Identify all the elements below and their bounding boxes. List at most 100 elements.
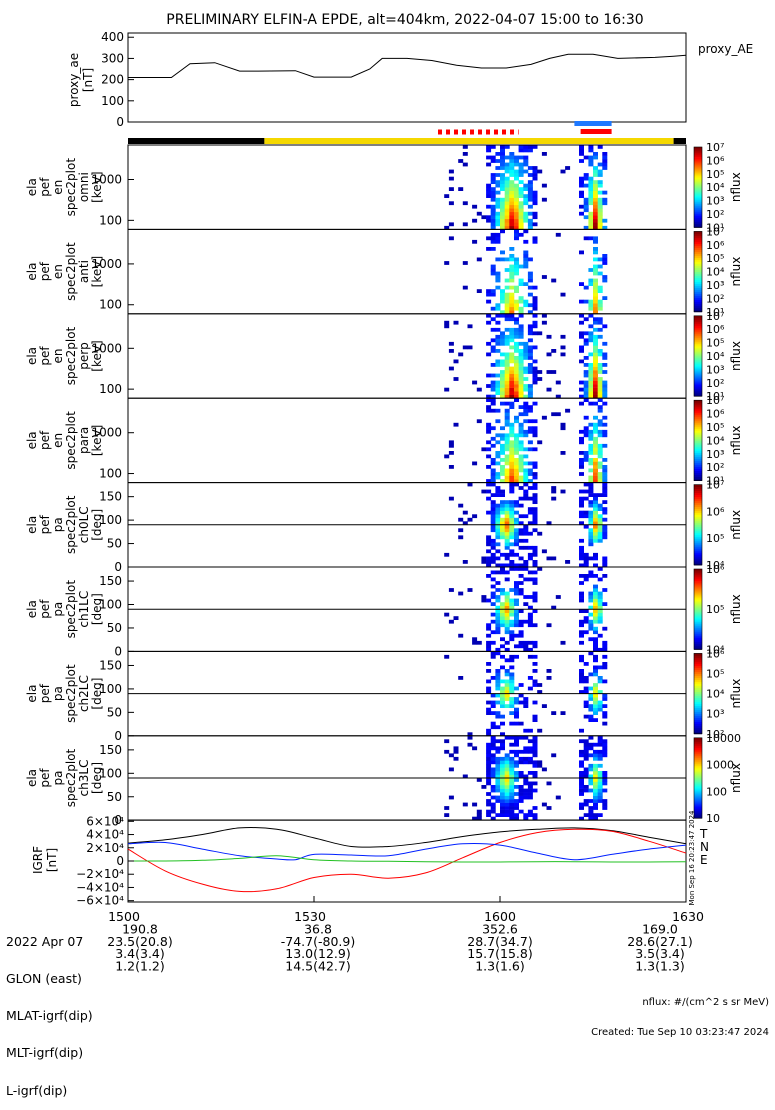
spectrogram-pixel [504,510,510,515]
spectrogram-pixel [523,405,529,409]
spectrogram-pixel [527,577,533,582]
spectrogram-pixel [504,208,510,213]
spectrogram-pixel [579,749,584,754]
colorbar-cell [694,205,702,208]
spectrogram-pixel [527,183,533,188]
colorbar-cell [694,727,702,731]
spectrogram-pixel [504,788,510,793]
spectrogram-ytick-label: 0 [114,644,122,658]
spectrogram-pixel [527,278,533,283]
spectrogram-pixel [583,331,589,336]
igrf-legend-N: N [700,840,709,854]
spectrogram-ylabel: spec2plot [64,242,78,301]
colorbar-cell [694,456,702,459]
spectrogram-pixel [458,503,464,508]
spectrogram-pixel [500,742,505,747]
colorbar-cell [694,500,702,504]
spectrogram-pixel [523,429,529,434]
spectrogram-pixel [527,222,533,227]
spectrogram-pixel [593,257,598,262]
spectrogram-pixel [509,472,515,476]
spectrogram-pixel [579,760,584,765]
spectrogram-pixel [500,391,505,395]
spectrogram-pixel [593,278,598,283]
spectrogram-pixel [593,370,598,374]
spectrogram-pixel [504,211,510,216]
spectrogram-pixel [579,633,584,638]
spectrogram-pixel [588,538,594,543]
colorbar-cell [694,337,702,341]
spectrogram-pixel [514,345,519,350]
chart-title: PRELIMINARY ELFIN-A EPDE, alt=404km, 202… [166,12,643,28]
colorbar-cell [694,157,702,160]
spectrogram-pixel [500,697,505,701]
spectrogram-pixel [518,282,524,286]
spectrogram-pixel [602,166,608,170]
spectrogram-pixel [444,806,450,810]
spectrogram-pixel [532,669,538,673]
spectrogram-pixel [583,574,589,578]
spectrogram-pixel [602,531,608,536]
colorbar-cell [694,705,702,709]
colorbar-tick-label: 10² [706,728,724,741]
colorbar-cell [694,275,702,278]
colorbar-cell [694,279,702,282]
spectrogram-pixel [509,257,515,262]
spectrogram-pixel [560,169,566,174]
spectrogram-pixel [518,538,524,543]
colorbar-cell [694,768,702,771]
spectrogram-pixel [527,813,533,817]
colorbar-cell [694,683,702,686]
spectrogram-pixel [583,560,589,564]
spectrogram-pixel [588,528,594,533]
colorbar-tick-label: 10⁶ [706,154,725,167]
spectrogram-pixel [495,778,501,782]
spectrogram-pixel [448,795,454,800]
spectrogram-pixel [514,591,519,596]
spectrogram-pixel [518,458,524,462]
spectrogram-pixel [597,173,603,177]
spectrogram-pixel [486,662,492,666]
spectrogram-pixel [593,605,598,610]
spectrogram-pixel [579,672,584,677]
spectrogram-pixel [527,619,533,624]
spectrogram-pixel [495,774,501,779]
spectrogram-pixel [555,412,561,417]
spectrogram-pixel [518,370,524,374]
spectrogram-pixel [514,644,519,649]
spectrogram-pixel [504,190,510,195]
spectrogram-pixel [597,145,603,149]
spectrogram-pixel [458,676,464,680]
spectrogram-pixel [504,433,510,438]
spectrogram-pixel [593,250,598,255]
spectrogram-pixel [527,749,533,754]
spectrogram-ytick-label: 100 [99,382,122,396]
spectrogram-pixel [593,334,598,339]
spectrogram-pixel [495,359,501,364]
spectrogram-pixel [500,609,505,613]
spectrogram-pixel [518,774,524,779]
spectrogram-pixel [504,162,510,167]
spectrogram-pixel [579,581,584,585]
spectrogram-pixel [527,781,533,786]
spectrogram-pixel [532,623,538,628]
spectrogram-pixel [509,795,515,800]
spectrogram-pixel [518,324,524,329]
spectrogram-pixel [583,714,589,719]
spectrogram-pixel [514,528,519,533]
spectrogram-pixel [504,658,510,663]
spectrogram-pixel [495,616,501,620]
spectrogram-pixel [467,742,473,747]
spectrogram-pixel [514,517,519,522]
spectrogram-pixel [486,799,492,803]
spectrogram-ytick-label: 100 [99,682,122,696]
spectrogram-pixel [593,507,598,511]
spectrogram-pixel [500,732,505,737]
spectrogram-pixel [495,204,501,209]
spectrogram-pixel [602,401,608,406]
spectrogram-pixel [579,753,584,758]
spectrogram-pixel [551,278,557,283]
spectrogram-pixel [593,785,598,789]
spectrogram-pixel [500,166,505,170]
